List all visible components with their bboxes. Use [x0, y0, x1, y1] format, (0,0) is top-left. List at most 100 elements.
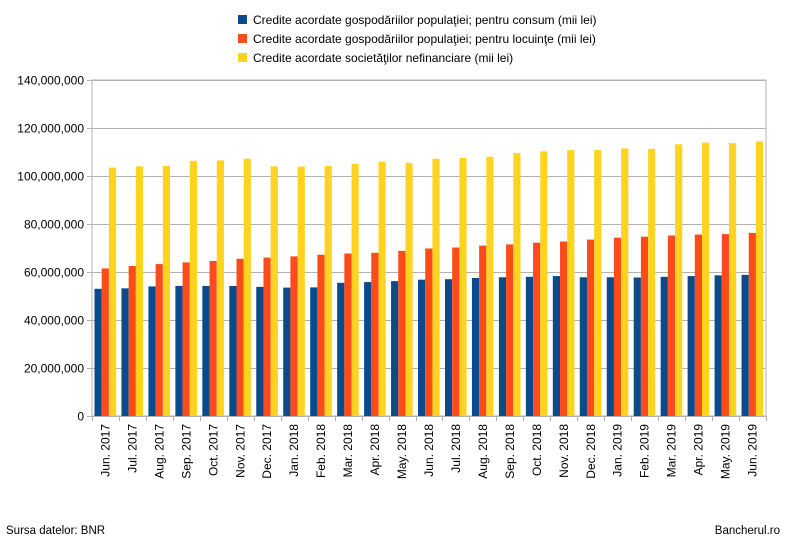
bar [135, 166, 144, 416]
bar [721, 234, 729, 416]
y-tick-label: 20,000,000 [24, 362, 84, 376]
bar [371, 252, 379, 416]
x-tick-label: Feb. 2019 [638, 424, 652, 478]
bar [513, 153, 521, 416]
x-tick-label: Apr. 2018 [368, 424, 382, 476]
bar [425, 248, 433, 416]
x-tick-label: Jun. 2019 [746, 424, 760, 477]
x-tick-label: Dec. 2018 [584, 424, 598, 479]
bar [714, 275, 722, 416]
bar [633, 277, 641, 416]
x-tick-label: May. 2018 [395, 424, 409, 479]
y-tick-label: 60,000,000 [24, 266, 84, 280]
bar [236, 258, 244, 416]
y-tick-label: 80,000,000 [24, 218, 84, 232]
x-tick-label: May. 2019 [719, 424, 733, 479]
x-tick-label: Jan. 2019 [611, 424, 625, 477]
chart-legend: Credite acordate gospodăriilor populaţie… [238, 10, 597, 67]
bar [728, 143, 737, 416]
bar [418, 279, 426, 416]
bar [182, 262, 190, 416]
x-tick-label: Sep. 2017 [179, 424, 193, 479]
x-tick-label: Jul. 2017 [125, 424, 139, 473]
bar [594, 150, 602, 416]
bar [660, 276, 668, 416]
bar [486, 156, 494, 417]
bar [640, 236, 649, 416]
x-tick-label: Jan. 2018 [287, 424, 301, 477]
bar [391, 281, 399, 416]
bar [229, 285, 237, 416]
bar [175, 285, 183, 416]
bar [498, 277, 507, 416]
x-tick-label: Oct. 2018 [530, 424, 544, 476]
x-tick-label: Jun. 2017 [98, 424, 112, 477]
bar [606, 277, 614, 416]
bar [552, 276, 561, 416]
bar [567, 150, 575, 416]
bar [398, 250, 406, 416]
legend-swatch-consum [238, 15, 247, 24]
bar [209, 260, 217, 416]
bar [459, 158, 467, 416]
bar [432, 158, 440, 416]
legend-label-locuinte: Credite acordate gospodăriilor populaţie… [253, 31, 596, 46]
x-tick-label: Apr. 2019 [692, 424, 706, 476]
bar [748, 232, 756, 416]
x-tick-label: Sep. 2018 [503, 424, 517, 479]
y-tick-label: 140,000,000 [17, 74, 84, 88]
bar [263, 257, 271, 416]
bar [471, 278, 480, 416]
legend-item-societati: Credite acordate societăţilor nefinancia… [238, 48, 597, 67]
x-tick-label: Dec. 2017 [260, 424, 274, 479]
bar [317, 254, 325, 416]
bar [189, 160, 197, 416]
bar [283, 287, 291, 416]
bar [479, 245, 487, 416]
bar [310, 287, 318, 416]
bar [155, 264, 163, 416]
bar [667, 235, 676, 416]
bar [506, 244, 514, 416]
bar [101, 268, 109, 416]
bar [405, 162, 413, 416]
bar [94, 288, 102, 416]
bar [687, 276, 695, 416]
x-tick-label: Nov. 2018 [557, 424, 571, 478]
bar [162, 165, 171, 416]
bar [290, 256, 298, 416]
x-tick-label: Aug. 2018 [476, 424, 490, 479]
bar [560, 241, 568, 416]
bar [444, 279, 453, 416]
x-tick-label: Mar. 2018 [341, 424, 355, 478]
x-tick-label: Aug. 2017 [152, 424, 166, 479]
legend-item-consum: Credite acordate gospodăriilor populaţie… [238, 10, 597, 29]
bar [741, 274, 749, 416]
bar [148, 286, 156, 416]
bar [202, 285, 210, 416]
bar [128, 266, 136, 416]
x-tick-label: Mar. 2019 [665, 424, 679, 478]
legend-label-consum: Credite acordate gospodăriilor populaţie… [253, 12, 597, 27]
x-tick-label: Feb. 2018 [314, 424, 328, 478]
bar [337, 282, 345, 416]
x-tick-label: Jun. 2018 [422, 424, 436, 477]
bar [378, 161, 386, 416]
y-tick-label: 100,000,000 [17, 170, 84, 184]
bar [270, 166, 278, 416]
legend-swatch-societati [238, 53, 247, 62]
bar [579, 277, 587, 416]
bar [675, 144, 683, 416]
legend-swatch-locuinte [238, 34, 247, 43]
bar [694, 234, 703, 416]
x-tick-label: Oct. 2017 [206, 424, 220, 476]
bar [540, 151, 548, 416]
bar [108, 167, 117, 416]
bar [525, 276, 534, 416]
bar [216, 160, 224, 416]
bar [621, 148, 629, 416]
legend-item-locuinte: Credite acordate gospodăriilor populaţie… [238, 29, 597, 48]
brand-label: Bancherul.ro [714, 525, 780, 537]
bar [364, 282, 372, 416]
